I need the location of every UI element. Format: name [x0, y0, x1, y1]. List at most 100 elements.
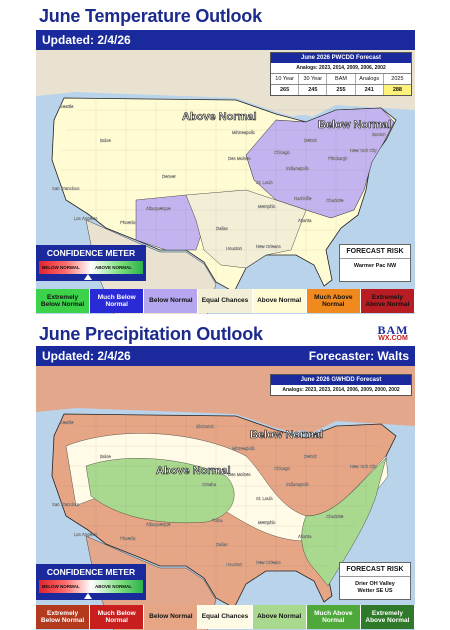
- city-phoenix: Phoenix: [120, 536, 136, 541]
- table-cell: 288: [382, 85, 412, 95]
- city-houston: Houston: [226, 562, 243, 567]
- city-san-francisco: San Francisco: [52, 186, 80, 191]
- city-omaha: Omaha: [202, 482, 217, 487]
- legend-below: Below Normal: [144, 289, 199, 313]
- temperature-title: June Temperature Outlook: [39, 6, 262, 26]
- legend-above: Above Normal: [252, 289, 307, 313]
- city-indianapolis: Indianapolis: [286, 166, 309, 171]
- confidence-meter-title: CONFIDENCE METER: [46, 567, 136, 577]
- table-header-cell: 30 Year: [298, 74, 326, 84]
- city-st-louis: St. Louis: [256, 180, 273, 185]
- temperature-forecast-values: 265 245 255 241 288: [271, 84, 412, 95]
- table-cell: 245: [298, 85, 326, 95]
- forecast-risk-text: Warmer Pac NW: [353, 263, 397, 269]
- city-seattle: Seattle: [60, 420, 74, 425]
- table-cell: 255: [326, 85, 354, 95]
- city-boise: Boise: [100, 138, 111, 143]
- temperature-below-label: Below Normal: [318, 119, 391, 131]
- city-san-francisco: San Francisco: [52, 502, 80, 507]
- temperature-above-label: Above Normal: [182, 111, 257, 123]
- city-bismarck: Bismarck: [196, 424, 215, 429]
- legend-extremely-above: Extremely Above Normal: [360, 605, 415, 629]
- confidence-meter-gradient: BELOW NORMAL ABOVE NORMAL: [39, 580, 143, 593]
- city-chicago: Chicago: [274, 150, 290, 155]
- confidence-pointer-icon: [84, 274, 92, 280]
- forecast-risk-text: Drier OH Valley Wetter SE US: [340, 577, 410, 595]
- city-new-orleans: New Orleans: [256, 560, 281, 565]
- temperature-header-bar: Updated: 2/4/26: [36, 30, 415, 50]
- precipitation-map-panel: Updated: 2/4/26 Forecaster: Walts Above …: [36, 346, 415, 630]
- logo-bam: BAM: [377, 323, 409, 337]
- temperature-forecast-heading: June 2026 PWCDD Forecast: [271, 53, 411, 63]
- temperature-forecast-table: June 2026 PWCDD Forecast Analogs: 2023, …: [270, 52, 412, 96]
- precipitation-above-label: Above Normal: [156, 465, 231, 477]
- table-header-cell: 10 Year: [275, 76, 294, 82]
- temperature-legend: Extremely Below Normal Much Below Normal…: [36, 289, 415, 313]
- city-los-angeles: Los Angeles: [74, 532, 97, 537]
- table-cell: 265: [280, 87, 290, 93]
- table-header-cell: Analogs: [354, 74, 383, 84]
- confidence-meter-left: BELOW NORMAL: [42, 265, 80, 270]
- precipitation-forecast-risk: FORECAST RISK Drier OH Valley Wetter SE …: [339, 562, 411, 600]
- bamwx-logo: BAM WX.COM: [373, 323, 413, 349]
- forecast-risk-title: FORECAST RISK: [340, 563, 410, 577]
- city-memphis: Memphis: [258, 520, 275, 525]
- forecast-risk-line-2: Wetter SE US: [357, 588, 393, 595]
- legend-extremely-above: Extremely Above Normal: [360, 289, 415, 313]
- city-nashville: Nashville: [294, 196, 312, 201]
- precipitation-forecast-heading: June 2026 GWHDD Forecast: [271, 375, 411, 385]
- legend-much-below: Much Below Normal: [90, 605, 145, 629]
- city-tulsa: Tulsa: [212, 518, 223, 523]
- temperature-forecast-columns: 10 Year 30 Year BAM Analogs 2025: [271, 73, 411, 84]
- city-chicago: Chicago: [274, 466, 290, 471]
- precipitation-legend: Extremely Below Normal Much Below Normal…: [36, 605, 415, 629]
- city-seattle: Seattle: [60, 104, 74, 109]
- forecast-risk-title: FORECAST RISK: [340, 245, 410, 259]
- forecast-risk-line-1: Drier OH Valley: [355, 581, 395, 587]
- city-new-orleans: New Orleans: [256, 244, 281, 249]
- city-st-louis: St. Louis: [256, 496, 273, 501]
- temperature-map-panel: Updated: 2/4/26 Above: [36, 30, 415, 314]
- city-minneapolis: Minneapolis: [232, 130, 255, 135]
- city-albuquerque: Albuquerque: [146, 206, 171, 211]
- city-los-angeles: Los Angeles: [74, 216, 97, 221]
- precipitation-forecaster: Forecaster: Walts: [308, 349, 409, 363]
- city-des-moines: Des Moines: [228, 156, 251, 161]
- precipitation-confidence-meter: CONFIDENCE METER BELOW NORMAL ABOVE NORM…: [36, 564, 146, 600]
- temperature-city-labels: Seattle Boise San Francisco Los Angeles …: [52, 104, 386, 251]
- confidence-meter-gradient: BELOW NORMAL ABOVE NORMAL: [39, 261, 143, 274]
- city-new-york-city: New York City: [350, 148, 378, 153]
- city-charlotte: Charlotte: [326, 514, 344, 519]
- legend-equal-chances: Equal Chances: [198, 289, 253, 313]
- city-albuquerque: Albuquerque: [146, 522, 171, 527]
- city-houston: Houston: [226, 246, 243, 251]
- city-detroit: Detroit: [304, 138, 317, 143]
- confidence-meter-left: BELOW NORMAL: [42, 584, 80, 589]
- city-minneapolis: Minneapolis: [232, 446, 255, 451]
- legend-extremely-below: Extremely Below Normal: [36, 289, 91, 313]
- city-des-moines: Des Moines: [228, 472, 251, 477]
- legend-much-above: Much Above Normal: [306, 289, 361, 313]
- legend-below: Below Normal: [144, 605, 199, 629]
- precipitation-forecast-table: June 2026 GWHDD Forecast Analogs: 2023, …: [270, 374, 412, 396]
- temperature-updated: Updated: 2/4/26: [42, 33, 131, 47]
- confidence-pointer-icon: [84, 593, 92, 599]
- logo-wx: WX.COM: [378, 335, 408, 342]
- city-atlanta: Atlanta: [298, 218, 312, 223]
- confidence-meter-title: CONFIDENCE METER: [46, 248, 136, 258]
- temperature-forecast-analogs: Analogs: 2023, 2014, 2009, 2006, 2002: [296, 65, 386, 71]
- city-dallas: Dallas: [216, 226, 228, 231]
- legend-extremely-below: Extremely Below Normal: [36, 605, 91, 629]
- city-memphis: Memphis: [258, 204, 275, 209]
- precipitation-forecast-analogs: Analogs: 2023, 2023, 2014, 2006, 2009, 2…: [282, 387, 400, 393]
- city-atlanta: Atlanta: [298, 534, 312, 539]
- precipitation-updated: Updated: 2/4/26: [42, 349, 131, 363]
- city-denver: Denver: [162, 174, 176, 179]
- legend-above: Above Normal: [252, 605, 307, 629]
- legend-much-above: Much Above Normal: [306, 605, 361, 629]
- city-indianapolis: Indianapolis: [286, 482, 309, 487]
- city-boise: Boise: [100, 454, 111, 459]
- precipitation-title: June Precipitation Outlook: [39, 324, 263, 344]
- precipitation-header-bar: Updated: 2/4/26 Forecaster: Walts: [36, 346, 415, 366]
- confidence-meter-right: ABOVE NORMAL: [95, 265, 132, 270]
